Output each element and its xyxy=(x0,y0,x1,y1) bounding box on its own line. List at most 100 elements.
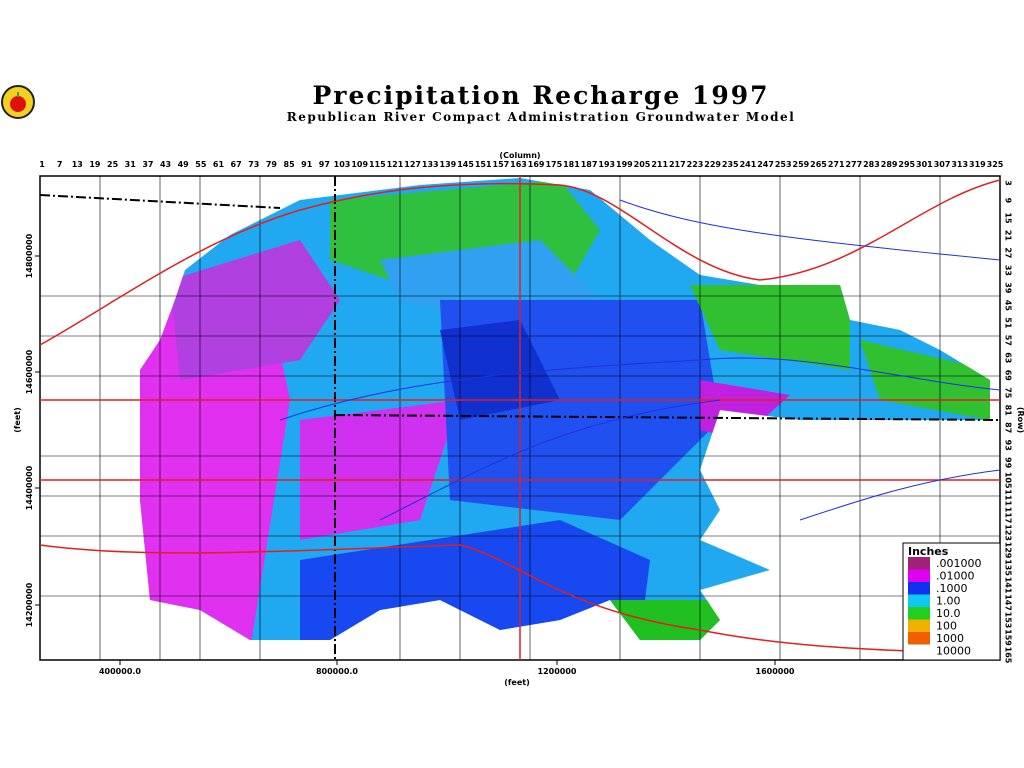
row-label: 165 xyxy=(1004,647,1013,664)
column-label: 223 xyxy=(687,160,704,169)
column-label: 31 xyxy=(125,160,137,169)
legend-swatch xyxy=(908,619,930,632)
row-label: 21 xyxy=(1004,230,1013,242)
column-label: 205 xyxy=(634,160,651,169)
state-lines xyxy=(39,176,1001,660)
row-label: 135 xyxy=(1004,559,1013,576)
column-label: 313 xyxy=(951,160,968,169)
column-label: 1 xyxy=(39,160,45,169)
column-label: 49 xyxy=(178,160,190,169)
row-label: 87 xyxy=(1004,422,1013,433)
legend-title: Inches xyxy=(908,545,949,558)
y-tick-label: 14200000 xyxy=(25,582,34,627)
row-axis-label: (Row) xyxy=(1016,407,1024,433)
row-label: 27 xyxy=(1004,247,1013,258)
subtitle: Republican River Compact Administration … xyxy=(287,110,796,124)
legend-swatch xyxy=(908,632,930,645)
map xyxy=(39,175,1001,661)
legend-swatch xyxy=(908,607,930,620)
column-label: 85 xyxy=(284,160,296,169)
column-label: 7 xyxy=(57,160,63,169)
column-label: 259 xyxy=(793,160,810,169)
column-label: 115 xyxy=(369,160,386,169)
column-label: 73 xyxy=(248,160,259,169)
column-label: 157 xyxy=(493,160,510,169)
column-label: 175 xyxy=(545,160,562,169)
y-tick-label: 14400000 xyxy=(25,465,34,510)
row-label: 9 xyxy=(1004,198,1013,204)
column-label: 91 xyxy=(301,160,313,169)
row-label: 99 xyxy=(1004,457,1013,469)
row-label: 15 xyxy=(1004,212,1013,224)
legend-label: 1000 xyxy=(936,632,964,645)
x-tick-label: 800000.0 xyxy=(316,667,358,676)
row-label: 63 xyxy=(1004,352,1013,363)
legend-swatch xyxy=(908,582,930,595)
column-label: 307 xyxy=(934,160,951,169)
row-label: 117 xyxy=(1004,507,1013,524)
column-label: 67 xyxy=(231,160,242,169)
column-label: 109 xyxy=(351,160,368,169)
row-label: 159 xyxy=(1004,629,1013,646)
row-label: 39 xyxy=(1004,282,1013,294)
legend-swatch xyxy=(908,644,930,657)
legend: Inches .001000.01000.10001.0010.01001000… xyxy=(902,542,1001,661)
column-label: 163 xyxy=(510,160,527,169)
row-label: 69 xyxy=(1004,370,1013,382)
x-tick-label: 1200000 xyxy=(538,667,577,676)
row-label: 147 xyxy=(1004,594,1013,611)
row-label: 75 xyxy=(1004,387,1013,399)
column-label: 325 xyxy=(987,160,1004,169)
column-label: 43 xyxy=(160,160,171,169)
column-label: 193 xyxy=(598,160,615,169)
column-label: 61 xyxy=(213,160,225,169)
column-label: 139 xyxy=(440,160,457,169)
title: Precipitation Recharge 1997 xyxy=(312,81,769,110)
column-label: 55 xyxy=(195,160,207,169)
row-label: 93 xyxy=(1004,440,1013,451)
x-tick-label: 1600000 xyxy=(756,667,795,676)
rivers xyxy=(279,199,1001,521)
legend-label: 1.00 xyxy=(936,595,961,608)
legend-label: .001000 xyxy=(936,557,982,570)
column-label: 217 xyxy=(669,160,686,169)
row-label: 153 xyxy=(1004,612,1013,629)
row-label: 81 xyxy=(1004,405,1013,417)
column-label: 289 xyxy=(881,160,898,169)
column-label: 253 xyxy=(775,160,792,169)
column-label: 211 xyxy=(651,160,668,169)
column-label: 235 xyxy=(722,160,739,169)
row-label: 45 xyxy=(1004,300,1013,312)
row-label: 33 xyxy=(1004,265,1013,276)
legend-label: .1000 xyxy=(936,582,968,595)
column-label: 199 xyxy=(616,160,633,169)
row-label: 51 xyxy=(1004,317,1013,329)
column-label: 181 xyxy=(563,160,580,169)
row-label: 111 xyxy=(1004,489,1013,506)
logo xyxy=(1,85,35,119)
legend-label: 10.0 xyxy=(936,607,961,620)
column-label: 169 xyxy=(528,160,545,169)
legend-label: 10000 xyxy=(936,645,971,658)
column-label: 97 xyxy=(319,160,330,169)
column-label: 301 xyxy=(916,160,933,169)
column-label: 79 xyxy=(266,160,278,169)
x-tick-label: 400000.0 xyxy=(99,667,141,676)
legend-swatch xyxy=(908,557,930,570)
column-label: 265 xyxy=(810,160,827,169)
row-label: 141 xyxy=(1004,577,1013,594)
row-label: 123 xyxy=(1004,524,1013,541)
legend-label: 100 xyxy=(936,620,957,633)
row-label: 129 xyxy=(1004,542,1013,559)
legend-swatch xyxy=(908,594,930,607)
y-axis-label: (feet) xyxy=(13,407,22,432)
row-label: 105 xyxy=(1004,472,1013,489)
row-label: 3 xyxy=(1004,180,1013,186)
column-axis-label: (Column) xyxy=(499,151,540,160)
column-label: 319 xyxy=(969,160,986,169)
column-label: 271 xyxy=(828,160,845,169)
column-label: 277 xyxy=(845,160,862,169)
column-label: 19 xyxy=(89,160,101,169)
column-label: 241 xyxy=(740,160,757,169)
column-label: 25 xyxy=(107,160,119,169)
